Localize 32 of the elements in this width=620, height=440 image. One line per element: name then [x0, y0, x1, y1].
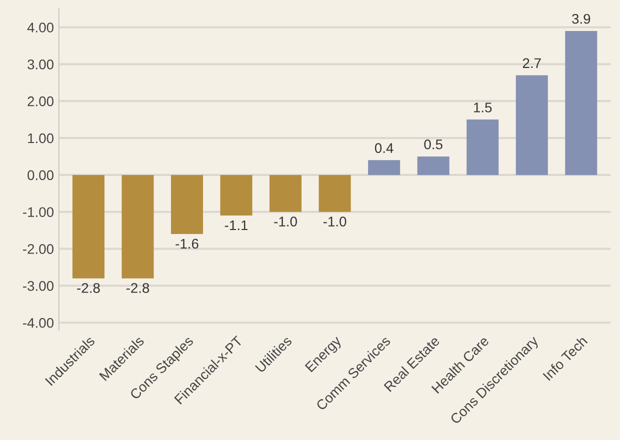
- bar: [417, 156, 450, 175]
- data-label: -1.0: [323, 216, 346, 226]
- y-tick-label: 2.00: [28, 96, 54, 106]
- bar: [565, 30, 598, 175]
- y-tick-label: -2.00: [23, 244, 54, 254]
- bar: [466, 120, 499, 175]
- y-tick-label: -1.00: [23, 207, 54, 218]
- y-tick-label: 3.00: [28, 60, 54, 70]
- bar: [220, 174, 252, 216]
- data-label: -1.0: [274, 216, 297, 226]
- bar: [72, 174, 104, 278]
- y-tick-label: 1.00: [28, 133, 54, 144]
- data-label: 3.9: [572, 14, 590, 24]
- bar: [122, 174, 154, 278]
- y-tick-label: 0.00: [28, 170, 54, 180]
- x-tick-label: Info Tech: [542, 335, 588, 381]
- y-tick-label: 4.00: [27, 22, 54, 32]
- data-label: -1.1: [224, 220, 248, 230]
- bar: [170, 174, 204, 234]
- data-label: -2.8: [126, 283, 150, 293]
- bar: [516, 75, 548, 175]
- bar: [318, 174, 351, 212]
- y-tick-label: -4.00: [23, 318, 54, 328]
- data-label: -2.8: [77, 283, 100, 293]
- y-tick-label: -3.00: [23, 281, 54, 291]
- bar: [368, 160, 400, 175]
- data-label: -1.6: [176, 238, 198, 249]
- data-label: 2.7: [522, 58, 541, 68]
- bar: [270, 174, 302, 212]
- data-label: 0.4: [374, 143, 394, 153]
- data-label: 1.5: [474, 102, 492, 112]
- data-label: 0.5: [424, 139, 442, 150]
